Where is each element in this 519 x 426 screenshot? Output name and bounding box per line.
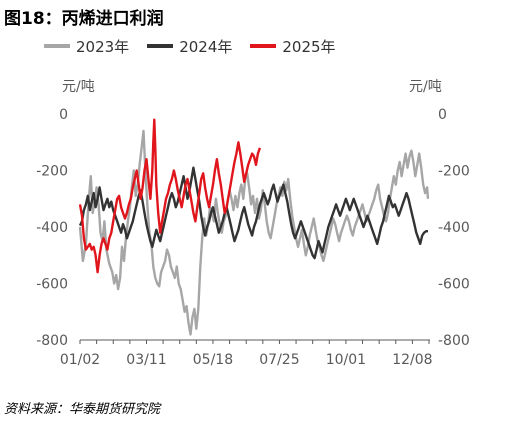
series-layer (78, 118, 430, 336)
y-tick-label-right: -600 (438, 277, 470, 293)
x-tick-label: 01/02 (60, 352, 100, 368)
series-line-2025年 (78, 118, 262, 274)
x-ticks: 01/02 03/11 05/18 07/25 10/01 12/08 (60, 340, 433, 368)
source-note: 资料来源：华泰期货研究院 (4, 402, 161, 417)
y-tick-label-left: -600 (36, 277, 68, 293)
legend-swatch-2025 (250, 44, 277, 48)
legend-label-2025: 2025年 (282, 37, 336, 56)
x-tick-label: 12/08 (392, 352, 432, 368)
y-tick-label-left: 0 (59, 107, 68, 123)
legend-item-2024: 2024年 (147, 36, 232, 57)
legend: 2023年 2024年 2025年 (44, 36, 354, 56)
y-ticks-left: 0 -200 -400 -600 -800 (36, 107, 68, 349)
series-line-2024年 (78, 166, 428, 260)
y-tick-label-right: -800 (438, 333, 470, 349)
y-tick-label-right: 0 (438, 107, 447, 123)
y-tick-label-left: -400 (36, 220, 68, 236)
chart-title: 图18：丙烯进口利润 (4, 9, 164, 29)
y-tick-label-right: -400 (438, 220, 470, 236)
y-ticks-right: 0 -200 -400 -600 -800 (438, 107, 470, 349)
legend-swatch-2024 (147, 44, 174, 48)
y-tick-label-left: -800 (36, 333, 68, 349)
y-unit-left: 元/吨 (62, 79, 95, 95)
legend-label-2023: 2023年 (76, 37, 130, 56)
x-tick-label: 07/25 (259, 352, 299, 368)
y-tick-label-right: -200 (438, 164, 470, 180)
legend-item-2025: 2025年 (250, 36, 336, 57)
series-line-2023年 (78, 129, 430, 336)
legend-swatch-2023 (44, 44, 70, 48)
y-unit-right: 元/吨 (409, 79, 442, 95)
legend-label-2024: 2024年 (179, 37, 233, 56)
legend-item-2023: 2023年 (44, 36, 129, 57)
x-tick-label: 03/11 (126, 352, 166, 368)
y-tick-label-left: -200 (36, 164, 68, 180)
x-tick-label: 10/01 (326, 352, 366, 368)
x-tick-label: 05/18 (193, 352, 233, 368)
